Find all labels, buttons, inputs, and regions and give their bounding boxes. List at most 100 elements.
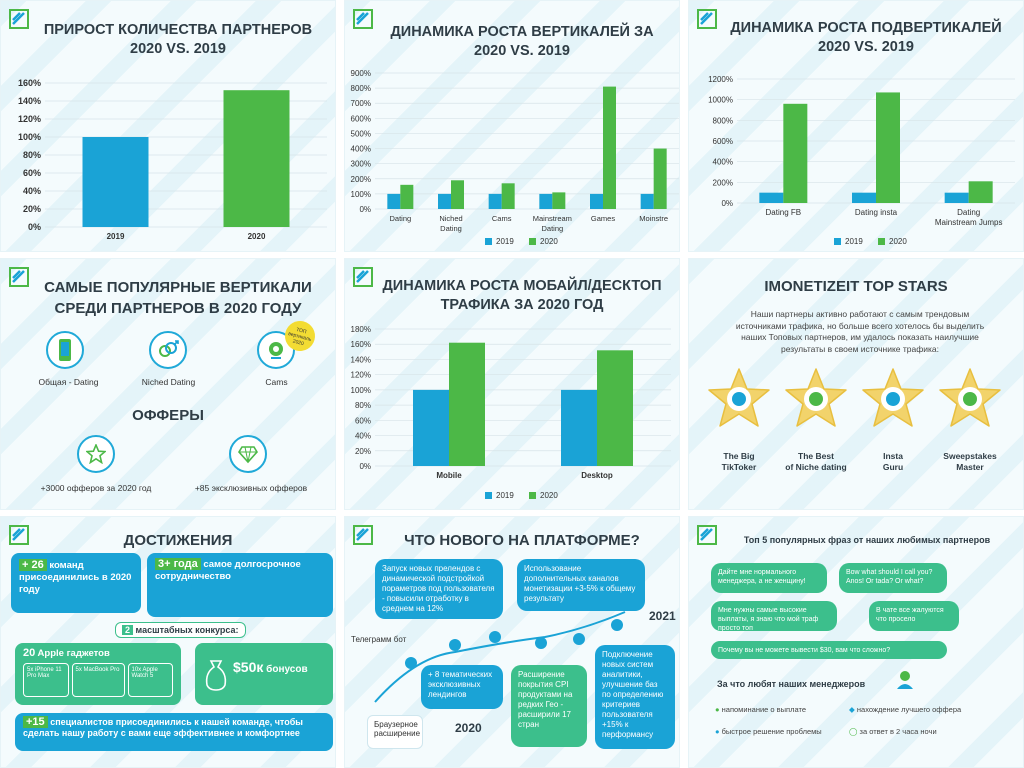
quote-bubble: В чате все жалуются что просело bbox=[869, 601, 959, 631]
browser-extension-card: Браузерное расширение bbox=[367, 715, 423, 749]
y-tick-label: 100% bbox=[351, 386, 371, 395]
vertical-label: Niched Dating bbox=[141, 377, 196, 387]
bar-2020 bbox=[653, 148, 667, 209]
year-2021: 2021 bbox=[649, 609, 676, 623]
legend-label: 2020 bbox=[889, 237, 907, 246]
x-category-label: Dating bbox=[389, 214, 411, 223]
legend-label: 2019 bbox=[496, 491, 514, 500]
x-category-label: Mobile bbox=[436, 471, 462, 480]
logo-icon bbox=[353, 525, 373, 545]
bar-2020 bbox=[603, 86, 616, 209]
panel-title: САМЫЕ ПОПУЛЯРНЫЕ ВЕРТИКАЛИ СРЕДИ ПАРТНЕР… bbox=[44, 279, 312, 317]
panel-title: ДИНАМИКА РОСТА МОБАЙЛ/ДЕСКТОП ТРАФИКА ЗА… bbox=[382, 278, 662, 313]
panel-achievements: ДОСТИЖЕНИЯ + 26 команд присоединились в … bbox=[0, 516, 336, 768]
x-category-label: Moinstre bbox=[639, 214, 668, 223]
bar-2020 bbox=[451, 180, 464, 209]
y-tick-label: 200% bbox=[351, 175, 371, 184]
exclusive-offers: +85 эксклюзивных офферов bbox=[194, 483, 308, 493]
x-category-label: Dating insta bbox=[855, 208, 898, 217]
reason-item: ◆ нахождение лучшего оффера bbox=[849, 705, 962, 714]
quote-bubble: Почему вы не можете вывести $30, вам что… bbox=[711, 641, 947, 659]
clock-icon: ◯ bbox=[849, 727, 858, 736]
bonus-block: $50к бонусов bbox=[195, 643, 333, 705]
offers-heading: ОФФЕРЫ bbox=[132, 407, 204, 424]
reason-item: ● быстрое решение проблемы bbox=[715, 727, 822, 736]
panel-partners-growth: ПРИРОСТ КОЛИЧЕСТВА ПАРТНЕРОВ 2020 VS. 20… bbox=[0, 0, 336, 252]
logo-icon bbox=[9, 9, 29, 29]
y-tick-label: 200% bbox=[713, 178, 733, 187]
logo-icon bbox=[9, 525, 29, 545]
y-tick-label: 160% bbox=[351, 340, 371, 349]
star-title: Sweepstakes Master bbox=[943, 451, 997, 472]
y-tick-label: 80% bbox=[355, 401, 371, 410]
webcam-icon bbox=[257, 331, 295, 369]
bar-2019 bbox=[852, 192, 876, 203]
legend-swatch bbox=[529, 238, 536, 245]
handshake-icon: ● bbox=[715, 727, 720, 736]
gender-icon bbox=[149, 331, 187, 369]
x-category-label: 2019 bbox=[107, 232, 125, 241]
bar-2020 bbox=[223, 90, 290, 227]
legend-swatch bbox=[878, 238, 885, 245]
panel-title: ПРИРОСТ КОЛИЧЕСТВА ПАРТНЕРОВ 2020 VS. 20… bbox=[43, 22, 313, 57]
y-tick-label: 300% bbox=[351, 160, 371, 169]
moneybag-icon: ● bbox=[715, 705, 720, 714]
panel-title: Топ 5 популярных фраз от наших любимых п… bbox=[743, 535, 991, 545]
y-tick-label: 0% bbox=[359, 462, 371, 471]
cooperation-block: 3+ года самое долгосрочное сотрудничеств… bbox=[147, 553, 333, 617]
x-category-label: Niched bbox=[439, 214, 462, 223]
panel-partner-phrases: Топ 5 популярных фраз от наших любимых п… bbox=[688, 516, 1024, 768]
panel-verticals-growth: ДИНАМИКА РОСТА ВЕРТИКАЛЕЙ ЗА 2020 VS. 20… bbox=[344, 0, 680, 252]
y-tick-label: 180% bbox=[351, 325, 371, 334]
y-tick-label: 400% bbox=[713, 158, 733, 167]
prelanding-card: Запуск новых прелендов с динамической по… bbox=[375, 559, 503, 619]
x-category-label: Dating bbox=[957, 208, 980, 217]
legend-swatch bbox=[529, 492, 536, 499]
x-category-label: Mainstream Jumps bbox=[935, 218, 1003, 227]
bar-2019 bbox=[413, 389, 449, 466]
panel-mobile-desktop: ДИНАМИКА РОСТА МОБАЙЛ/ДЕСКТОП ТРАФИКА ЗА… bbox=[344, 258, 680, 510]
y-tick-label: 20% bbox=[355, 447, 371, 456]
bar-2019 bbox=[640, 193, 654, 209]
specialists-block: +15 специалистов присоединились к нашей … bbox=[15, 713, 333, 751]
x-category-label: Dating FB bbox=[766, 208, 802, 217]
y-tick-label: 140% bbox=[18, 96, 41, 106]
star-badge bbox=[707, 367, 771, 429]
y-tick-label: 40% bbox=[355, 432, 371, 441]
y-tick-label: 160% bbox=[18, 78, 41, 88]
landings-card: + 8 тематических эксклюзивных лендингов bbox=[421, 665, 503, 709]
y-tick-label: 140% bbox=[351, 355, 371, 364]
chart-mobile-desktop: 0% 20% 40% 60% 80% 100% 120% 140% 160% 180% Mobile… bbox=[351, 325, 671, 500]
y-tick-label: 20% bbox=[23, 204, 41, 214]
y-tick-label: 60% bbox=[355, 416, 371, 425]
panel-title: ДИНАМИКА РОСТА ВЕРТИКАЛЕЙ ЗА 2020 VS. 20… bbox=[390, 24, 654, 59]
bar-2019 bbox=[387, 193, 401, 209]
quote-bubble: Bow what should I call you? Anos! Or tad… bbox=[839, 563, 947, 593]
y-tick-label: 400% bbox=[351, 145, 371, 154]
star-title: Insta Guru bbox=[882, 451, 904, 472]
legend-label: 2019 bbox=[496, 237, 514, 246]
star-badge bbox=[938, 367, 1002, 429]
dating-phone-icon bbox=[46, 331, 84, 369]
stars-description: Наши партнеры активно работают с самым т… bbox=[735, 309, 985, 354]
panel-whats-new: ЧТО НОВОГО НА ПЛАТФОРМЕ? Телеграмм бот З… bbox=[344, 516, 680, 768]
diamond-icon bbox=[229, 435, 267, 473]
logo-icon bbox=[697, 9, 717, 29]
x-category-label: Cams bbox=[492, 214, 512, 223]
bar-2020 bbox=[552, 192, 566, 209]
quote-bubble: Дайте мне нормального менеджера, а не же… bbox=[711, 563, 827, 593]
y-tick-label: 80% bbox=[23, 150, 41, 160]
vertical-label: Общая - Dating bbox=[38, 377, 99, 387]
legend-swatch bbox=[485, 492, 492, 499]
bar-2019 bbox=[539, 193, 553, 209]
x-category-label: Dating bbox=[440, 224, 462, 233]
logo-icon bbox=[353, 9, 373, 29]
bar-2019 bbox=[82, 137, 149, 227]
manager-icon bbox=[897, 671, 913, 689]
y-tick-label: 0% bbox=[28, 222, 41, 232]
bar-2020 bbox=[449, 342, 485, 466]
panel-top-stars: IMONETIZEIT TOP STARS Наши партнеры акти… bbox=[688, 258, 1024, 510]
x-category-label: Mainstream bbox=[533, 214, 572, 223]
x-category-label: 2020 bbox=[248, 232, 266, 241]
